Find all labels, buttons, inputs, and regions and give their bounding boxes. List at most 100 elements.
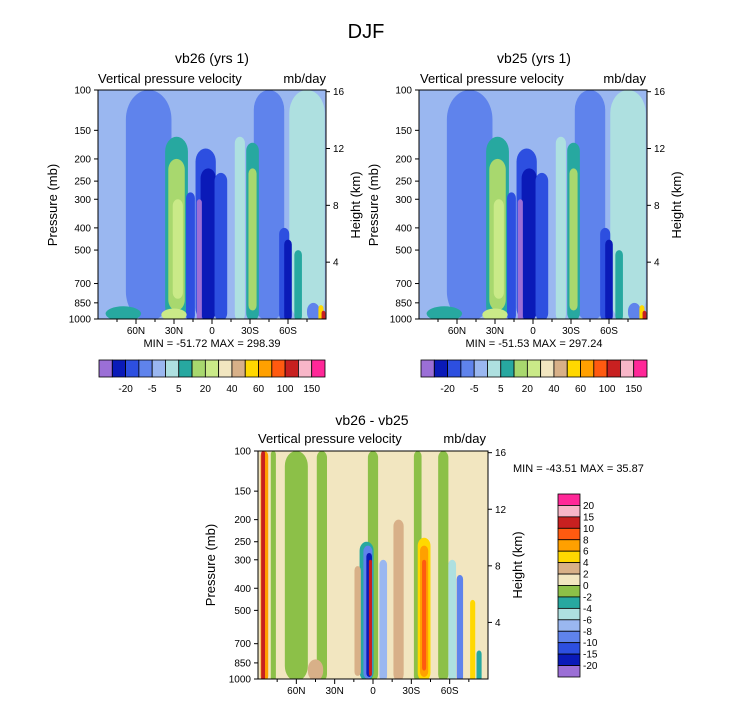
y-tick-label: 100 — [234, 447, 251, 458]
contour-region — [422, 559, 427, 671]
height-tick-label: 12 — [654, 144, 666, 155]
contour-region — [507, 192, 516, 319]
colorbar-swatch — [111, 359, 126, 378]
colorbar-swatch — [460, 359, 475, 378]
colorbar-label: 0 — [583, 581, 589, 592]
x-tick-label: 0 — [209, 326, 215, 337]
x-tick-label: 0 — [530, 326, 536, 337]
contour-region — [470, 599, 476, 679]
contour-region — [253, 90, 285, 319]
contour-fill — [103, 90, 326, 319]
contour-region — [125, 90, 172, 319]
colorbar-swatch — [231, 359, 246, 378]
contour-region — [248, 168, 257, 311]
colorbar-swatch — [557, 527, 581, 541]
contour-fill — [260, 451, 482, 679]
contour-region — [294, 250, 302, 319]
colorbar-swatch — [553, 359, 568, 378]
colorbar-label: -15 — [583, 650, 598, 661]
colorbar-swatch — [557, 619, 581, 632]
height-tick-label: 8 — [654, 201, 660, 212]
contour-region — [186, 192, 195, 319]
colorbar-swatch — [557, 607, 581, 621]
colorbar-swatch — [557, 493, 581, 506]
colorbar-label: 100 — [277, 384, 294, 395]
contour-region — [456, 575, 464, 679]
height-tick-label: 8 — [333, 201, 339, 212]
height-tick-label: 12 — [495, 505, 507, 516]
colorbar-swatch — [566, 359, 581, 378]
x-tick-label: 30N — [486, 326, 504, 337]
contour-region — [270, 451, 276, 679]
contour-region — [482, 308, 508, 319]
panel-left-label: Vertical pressure velocity — [420, 71, 564, 86]
colorbar-swatch — [633, 359, 648, 378]
x-tick-label: 60N — [127, 326, 145, 337]
panel-vb26: vb26 (yrs 1) Vertical pressure velocity … — [45, 50, 363, 395]
y-tick-label: 200 — [395, 154, 412, 165]
colorbar-label: 15 — [583, 512, 595, 523]
y-tick-label: 200 — [234, 515, 251, 526]
colorbar-label: -10 — [583, 638, 598, 649]
stats-label: MIN = -51.72 MAX = 298.39 — [144, 338, 281, 350]
y-tick-label: 1000 — [69, 315, 92, 326]
right-axis-label: Height (km) — [348, 171, 363, 238]
colorbar: -20 -5 5 20 40 60 100 150 — [98, 359, 326, 395]
colorbar-swatch — [258, 359, 273, 378]
colorbar-label: -20 — [118, 384, 133, 395]
y-axis-label: Pressure (mb) — [366, 164, 381, 246]
panel-title: vb26 - vb25 — [335, 412, 408, 428]
colorbar-label: 100 — [599, 384, 616, 395]
contour-plot: 100 150 200 250 300 400 500 700 850 1000 60N 30N 0 30… — [69, 86, 345, 338]
colorbar-swatch — [557, 516, 581, 529]
panel-left-label: Vertical pressure velocity — [98, 71, 242, 86]
y-tick-label: 700 — [74, 279, 91, 290]
colorbar-label: -6 — [583, 615, 592, 626]
contour-region — [307, 659, 324, 679]
contour-region — [448, 559, 457, 679]
colorbar-swatch — [557, 585, 581, 598]
contour-region — [354, 566, 361, 676]
colorbar-swatch — [500, 359, 515, 378]
colorbar: -20 -5 5 20 40 60 100 150 — [420, 359, 648, 395]
stats-label: MIN = -51.53 MAX = 297.24 — [466, 338, 603, 350]
y-tick-label: 150 — [395, 126, 412, 137]
colorbar-swatch — [557, 550, 581, 564]
colorbar-swatch — [557, 505, 581, 518]
colorbar-swatch — [580, 359, 595, 378]
colorbar-swatch — [165, 359, 180, 378]
contour-region — [196, 199, 202, 319]
colorbar-label: 40 — [226, 384, 238, 395]
contour-fill — [424, 90, 647, 319]
y-tick-label: 500 — [234, 606, 251, 617]
height-tick-label: 12 — [333, 144, 345, 155]
y-axis-label: Pressure (mb) — [203, 524, 218, 606]
height-tick-label: 4 — [333, 258, 339, 269]
x-tick-label: 60N — [287, 686, 305, 697]
contour-region — [521, 168, 537, 319]
contour-region — [642, 310, 647, 319]
colorbar-swatch — [606, 359, 621, 378]
contour-region — [105, 306, 142, 319]
y-tick-label: 500 — [74, 246, 91, 257]
figure-title: DJF — [348, 21, 385, 43]
colorbar-swatch — [420, 359, 435, 378]
x-tick-label: 30S — [402, 686, 420, 697]
height-tick-label: 16 — [333, 87, 345, 98]
contour-region — [438, 451, 449, 679]
right-axis-label: Height (km) — [510, 531, 525, 598]
colorbar-label: -8 — [583, 627, 592, 638]
colorbar-label: 20 — [522, 384, 534, 395]
colorbar-swatch — [557, 539, 581, 552]
colorbar-swatch — [513, 359, 528, 378]
x-tick-label: 60N — [448, 326, 466, 337]
colorbar-label: 60 — [253, 384, 265, 395]
contour-region — [103, 108, 119, 319]
contour-region — [200, 168, 216, 319]
y-tick-label: 300 — [395, 195, 412, 206]
contour-region — [284, 451, 308, 679]
contour-region — [316, 451, 327, 679]
y-tick-label: 100 — [74, 86, 91, 97]
y-tick-label: 1000 — [390, 315, 413, 326]
colorbar-swatch — [557, 596, 581, 609]
